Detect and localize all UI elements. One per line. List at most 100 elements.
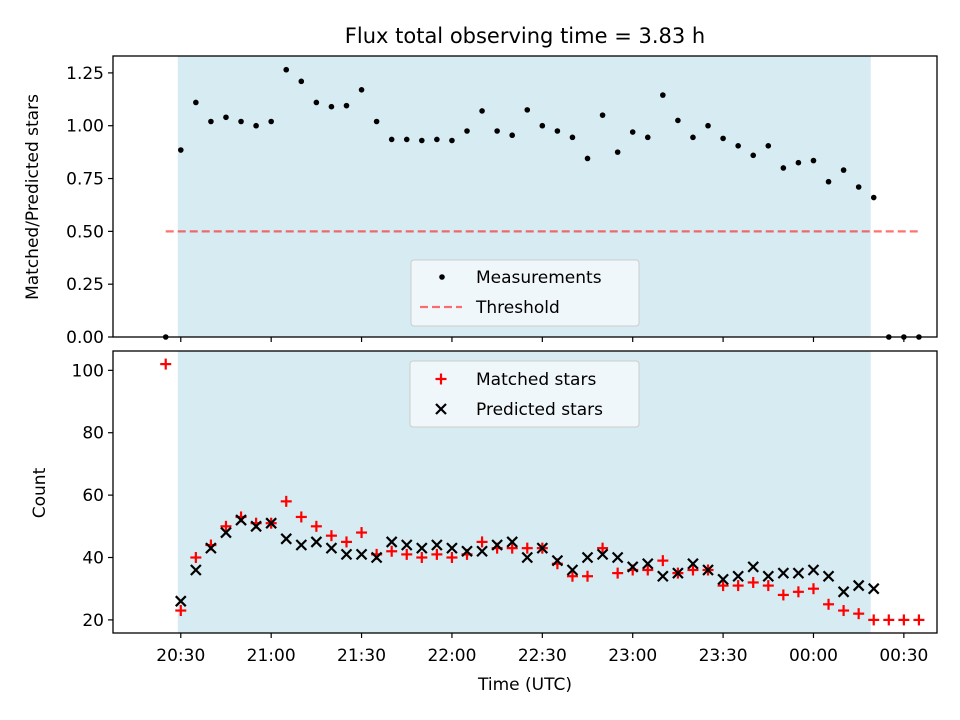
top-y-axis: 0.00 0.25 0.50 0.75 1.00 1.25: [66, 64, 113, 348]
predicted-point: [732, 570, 744, 583]
matched-point: [401, 548, 413, 560]
matched-point: [521, 542, 533, 554]
matched-point: [220, 520, 232, 532]
x-tick-label: 22:30: [518, 646, 567, 666]
predicted-point: [461, 545, 473, 558]
matched-point: [747, 576, 759, 588]
measurement-point: [675, 117, 681, 124]
legend-predicted-marker: [435, 403, 447, 415]
legend-cross: [435, 403, 447, 415]
predicted-point: [717, 573, 729, 586]
cross-b: [732, 570, 744, 583]
predicted-point: [626, 561, 639, 573]
cross-b: [340, 548, 353, 561]
predicted-point: [566, 564, 579, 576]
legend-predicted-label: Predicted stars: [476, 400, 603, 420]
measurement-point: [825, 178, 832, 185]
cross-b: [431, 539, 443, 551]
matched-point: [898, 614, 910, 626]
cross-b: [551, 554, 564, 567]
matched-point: [717, 580, 729, 592]
x-tick-label: 21:30: [337, 646, 386, 666]
predicted-point: [265, 517, 277, 529]
cross-b: [491, 539, 503, 551]
cross-b: [205, 542, 217, 554]
cross-b: [521, 551, 534, 564]
measurement-point: [343, 102, 350, 109]
predicted-point: [416, 542, 428, 554]
y-tick-label: 80: [82, 424, 104, 444]
measurement-point: [584, 155, 591, 162]
predicted-point: [385, 536, 398, 548]
top-plot-area: [162, 66, 922, 340]
measurement-point: [599, 112, 606, 118]
predicted-point: [491, 539, 503, 551]
predicted-point: [310, 536, 323, 548]
y-tick-label: 0.75: [66, 170, 104, 190]
cross-b: [250, 520, 262, 533]
y-tick-label: 0.00: [66, 328, 104, 348]
matched-point: [340, 536, 352, 548]
measurement-point: [720, 135, 726, 142]
predicted-point: [175, 595, 187, 607]
matched-point: [446, 552, 458, 564]
cross-b: [807, 564, 820, 576]
predicted-point: [250, 520, 262, 533]
predicted-point: [777, 567, 790, 579]
predicted-point: [596, 548, 609, 561]
measurement-point: [208, 118, 214, 125]
matched-point: [838, 605, 850, 617]
legend-threshold-label: Threshold: [475, 298, 560, 318]
predicted-point: [325, 542, 338, 554]
cross-b: [416, 542, 428, 554]
measurement-point: [705, 122, 711, 129]
measurement-point: [298, 78, 305, 85]
matched-point: [807, 583, 819, 595]
legend-plus: [435, 373, 447, 385]
matched-point: [325, 530, 337, 542]
matched-point: [792, 586, 804, 598]
top-y-axis-label: Matched/Predicted stars: [23, 94, 43, 300]
measurement-point: [449, 137, 455, 144]
measurement-point: [539, 122, 546, 129]
predicted-point: [536, 542, 549, 554]
bottom-x-axis: 20:30 21:00 21:30 22:00 22:30 23:00 23:30 00:00…: [156, 633, 928, 666]
predicted-point: [295, 539, 308, 551]
predicted-point: [852, 579, 865, 592]
measurement-point: [177, 147, 184, 153]
bottom-axes-frame: [112, 350, 938, 634]
predicted-point: [355, 548, 368, 561]
matched-point: [310, 520, 322, 532]
cross-b: [295, 539, 308, 551]
cross-b: [355, 548, 368, 561]
bottom-legend-box: [409, 360, 640, 428]
measurement-point: [780, 165, 787, 171]
matched-point: [612, 567, 624, 579]
matched-point: [280, 495, 292, 507]
cross-b: [435, 403, 447, 415]
matched-point: [506, 542, 518, 554]
predicted-point: [581, 551, 594, 564]
predicted-point: [431, 539, 443, 551]
measurement-point: [644, 134, 651, 141]
predicted-point: [205, 542, 217, 554]
cross-b: [687, 557, 699, 570]
matched-point: [823, 598, 835, 610]
bottom-plot-area: [160, 358, 925, 626]
y-tick-label: 1.00: [66, 117, 104, 137]
cross-b: [506, 536, 518, 548]
matched-point: [762, 580, 774, 592]
y-tick-label: 100: [72, 361, 104, 381]
measurement-point: [358, 87, 365, 93]
cross-b: [370, 551, 383, 564]
predicted-point: [476, 545, 488, 558]
matched-point: [566, 570, 578, 582]
matched-point: [642, 564, 654, 576]
measurement-point: [494, 128, 500, 134]
cross-b: [536, 542, 549, 554]
legend-measurements-label: Measurements: [476, 268, 602, 288]
cross-b: [626, 561, 639, 573]
measurement-point: [554, 128, 561, 134]
x-tick-label: 00:30: [879, 646, 928, 666]
matched-point: [190, 552, 202, 564]
